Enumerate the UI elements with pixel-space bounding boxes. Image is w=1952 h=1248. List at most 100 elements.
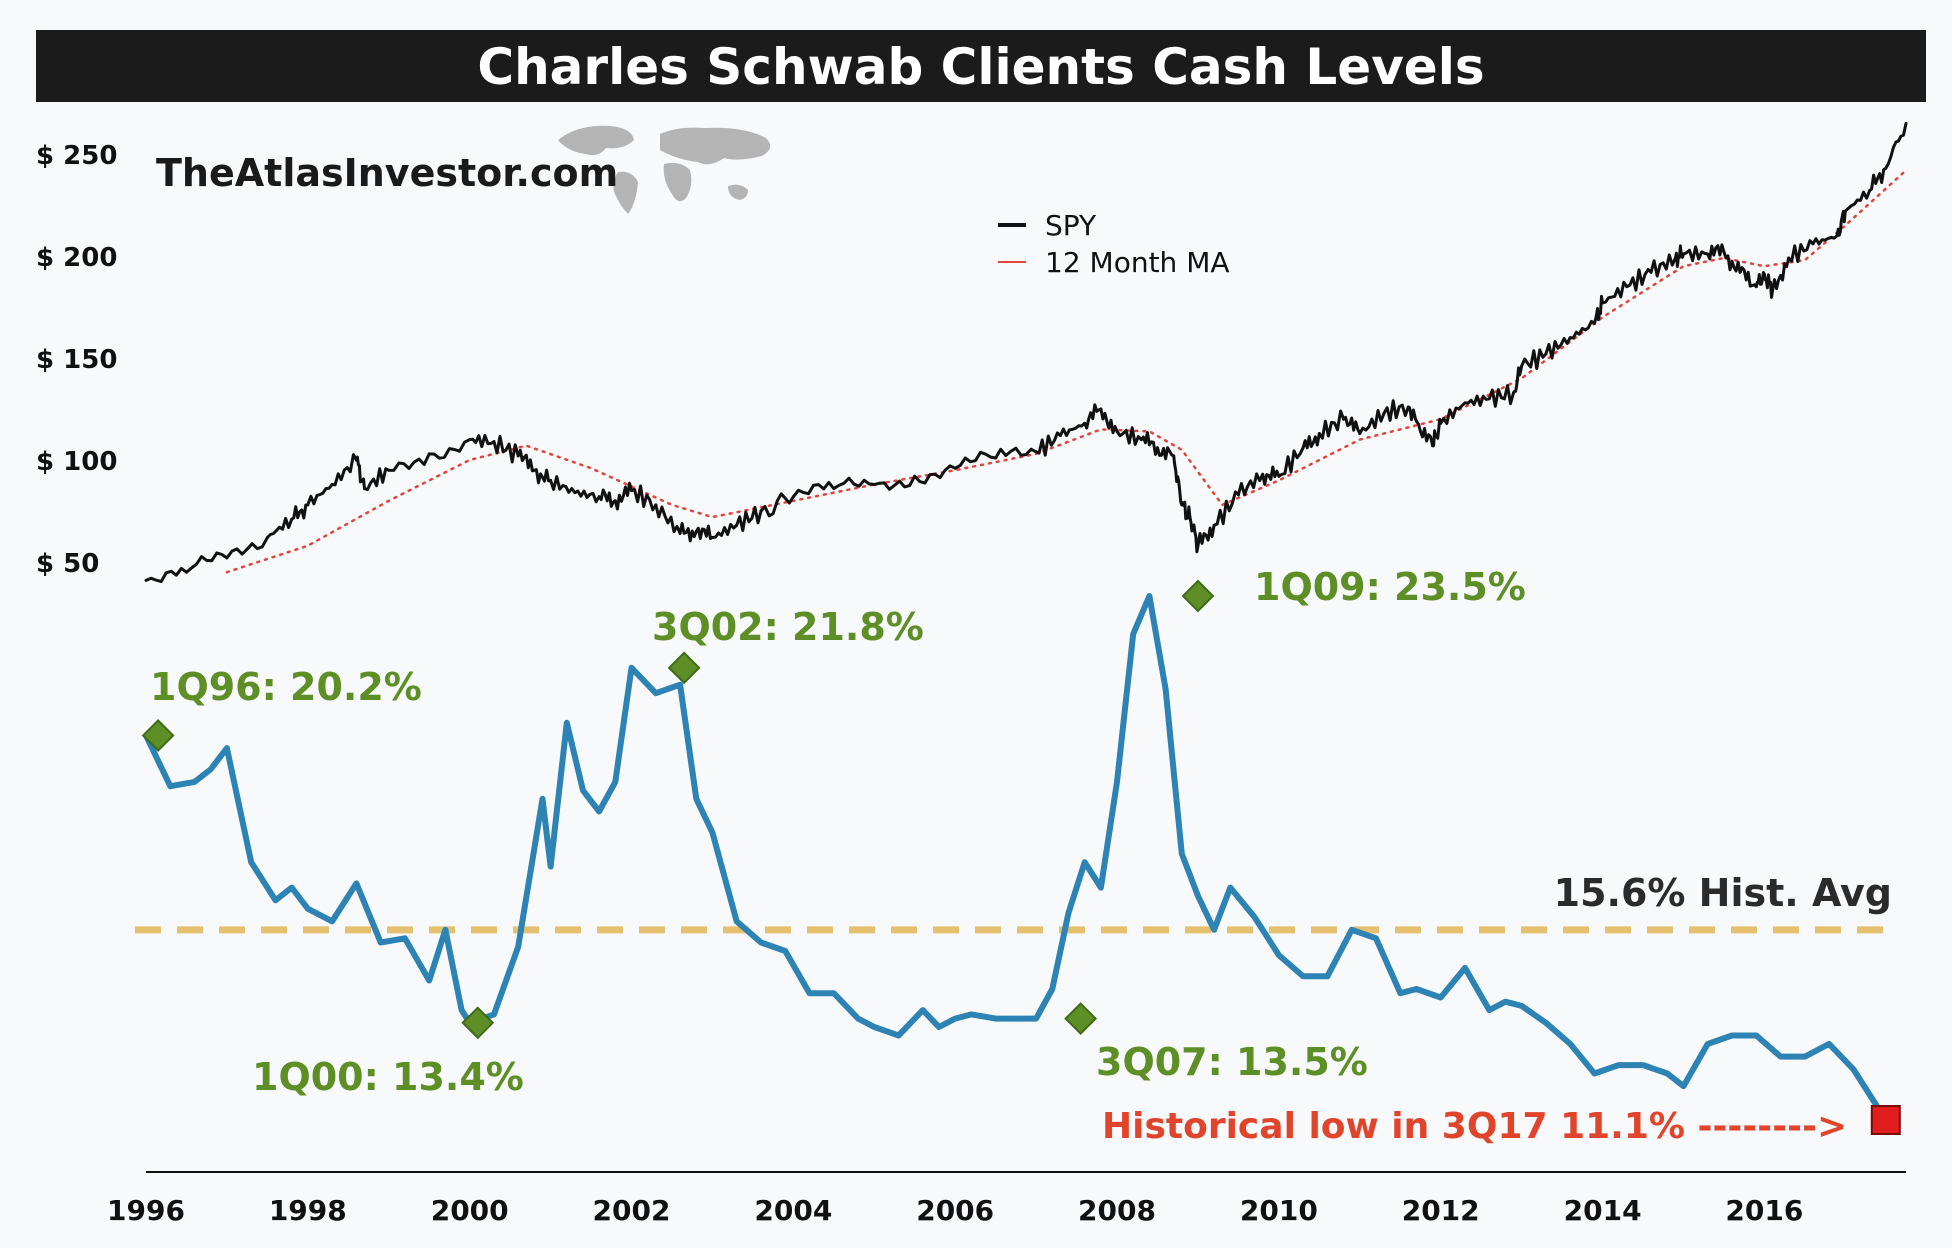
spy-point [1682,252,1685,256]
spy-point [354,458,358,462]
cash-point [1050,987,1055,991]
cash-point [1082,860,1087,865]
cash-point [613,779,618,784]
spy-point [1358,432,1362,435]
spy-point [1787,256,1791,260]
cash-point [1568,1041,1573,1046]
cash-point [1641,1063,1645,1068]
historical-low-marker [1870,1105,1901,1135]
cash-point [516,944,521,949]
historical-average-label: 15.6% Hist. Avg [1554,871,1892,915]
spy-point [832,487,836,491]
spy-point [1673,256,1677,260]
spy-point [710,536,714,539]
annotation-label: 3Q07: 13.5% [1096,1040,1368,1084]
cash-point [1827,1041,1832,1046]
spy-point [1301,446,1305,450]
cash-point [653,691,658,696]
spy-point [1277,474,1281,478]
spy-point [1115,429,1119,433]
map-north-america-shape [558,125,634,156]
cash-point [1196,894,1200,898]
spy-point [1083,421,1087,425]
spy-point [1382,411,1386,415]
cash-point [1252,915,1257,920]
annotation-label: 1Q00: 13.4% [252,1055,524,1099]
map-australia-shape [728,184,748,200]
cash-point [1212,927,1217,932]
spy-point [1843,209,1847,213]
cash-point [1398,991,1403,996]
cash-point [694,796,699,801]
spy-point [1593,321,1596,325]
x-tick-label: 2004 [754,1194,832,1227]
cash-point [1034,1016,1039,1021]
cash-point [597,809,602,814]
spy-point [1439,421,1443,425]
cash-point [305,906,310,911]
spy-point [694,529,698,533]
spy-point [1884,166,1888,170]
cash-point [540,796,545,801]
spy-point [1058,434,1062,437]
chart-title: Charles Schwab Clients Cash Levels [477,38,1484,96]
spy-point [1261,472,1265,476]
spy-point [1317,432,1321,435]
spy-point [1172,454,1176,458]
cash-point [1463,965,1467,970]
spy-point [1156,446,1159,450]
spy-point [1649,270,1653,274]
cash-point [1503,999,1508,1004]
cash-point [1276,953,1281,958]
annotation-marker [667,651,701,685]
cash-point [1754,1033,1759,1038]
cash-point [1098,885,1103,890]
cash-point [1301,974,1306,979]
cash-point [1802,1054,1807,1059]
cash-point [1325,974,1330,979]
spy-point [1625,285,1629,289]
legend: SPY 12 Month MA [998,209,1230,279]
spy-point [953,466,957,470]
cash-point [1778,1054,1783,1059]
x-axis-ticks: 1996 1998 2000 2002 2004 2006 2008 2010 2012 2014… [107,1194,1803,1227]
watermark-text: TheAtlasInvestor.com [156,151,618,195]
x-tick-label: 2000 [431,1194,509,1227]
cash-point [378,940,383,945]
cash-point [1349,927,1354,932]
cash-point [920,1008,925,1013]
spy-point [1544,352,1548,356]
spy-point [1487,397,1491,401]
cash-point [443,927,448,932]
cash-plot: 15.6% Hist. Avg 1Q96: 20.2% 1Q00: 13.4% 3Q0… [135,565,1901,1147]
spy-point [1034,450,1038,454]
spy-point [654,503,658,507]
spy-point [1722,250,1726,254]
spy-point [532,468,536,472]
cash-point [330,919,335,924]
cash-point [1681,1084,1686,1089]
spy-point [613,499,617,503]
spy-point [630,489,633,493]
x-tick-label: 2008 [1078,1194,1156,1227]
cash-point [354,881,359,886]
cash-point [459,1008,464,1013]
y-tick-label: $ 200 [36,243,117,273]
spy-point [872,483,876,486]
cash-point [1163,687,1168,691]
cash-point [1179,851,1184,856]
spy-point [678,531,682,535]
cash-point [1487,1008,1492,1013]
spy-point [1835,234,1839,238]
spy-point [290,517,294,521]
cash-point [1616,1063,1621,1068]
cash-point [629,665,634,670]
map-africa-shape [663,162,692,202]
spy-point [994,456,998,460]
annotation-marker [1064,1002,1098,1035]
spy-point [363,487,366,491]
spy-point [306,503,310,507]
y-tick-label: $ 150 [36,345,117,375]
x-tick-label: 2002 [593,1194,671,1227]
spy-point [1568,336,1572,340]
